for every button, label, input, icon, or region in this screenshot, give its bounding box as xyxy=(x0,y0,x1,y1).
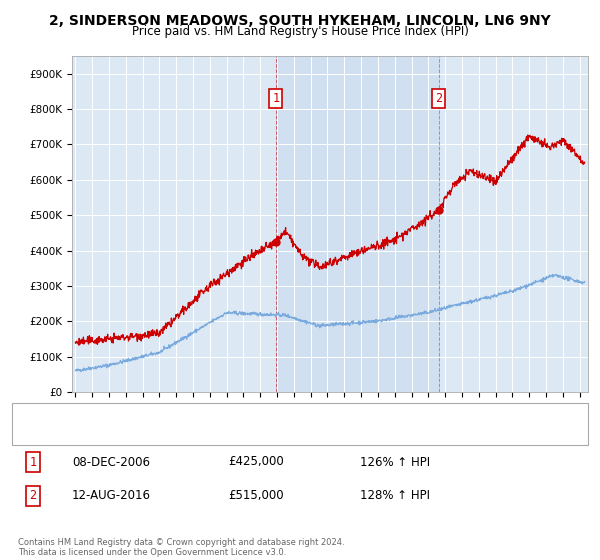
Text: ——: —— xyxy=(30,427,55,440)
Text: ——: —— xyxy=(30,408,55,422)
Bar xyxy=(276,56,439,392)
Text: HPI: Average price, detached house, North Kesteven: HPI: Average price, detached house, Nort… xyxy=(60,428,333,438)
Text: Price paid vs. HM Land Registry's House Price Index (HPI): Price paid vs. HM Land Registry's House … xyxy=(131,25,469,38)
Text: 2: 2 xyxy=(435,92,442,105)
Text: 1: 1 xyxy=(272,92,279,105)
Text: 12-AUG-2016: 12-AUG-2016 xyxy=(72,489,151,502)
Text: Contains HM Land Registry data © Crown copyright and database right 2024.
This d: Contains HM Land Registry data © Crown c… xyxy=(18,538,344,557)
Text: 128% ↑ HPI: 128% ↑ HPI xyxy=(360,489,430,502)
Text: £425,000: £425,000 xyxy=(228,455,284,469)
Text: 2, SINDERSON MEADOWS, SOUTH HYKEHAM, LINCOLN, LN6 9NY (detached house): 2, SINDERSON MEADOWS, SOUTH HYKEHAM, LIN… xyxy=(60,410,489,420)
Text: 08-DEC-2006: 08-DEC-2006 xyxy=(72,455,150,469)
Text: 126% ↑ HPI: 126% ↑ HPI xyxy=(360,455,430,469)
Text: 2, SINDERSON MEADOWS, SOUTH HYKEHAM, LINCOLN, LN6 9NY: 2, SINDERSON MEADOWS, SOUTH HYKEHAM, LIN… xyxy=(49,14,551,28)
Text: 1: 1 xyxy=(29,455,37,469)
Text: 2: 2 xyxy=(29,489,37,502)
Text: £515,000: £515,000 xyxy=(228,489,284,502)
